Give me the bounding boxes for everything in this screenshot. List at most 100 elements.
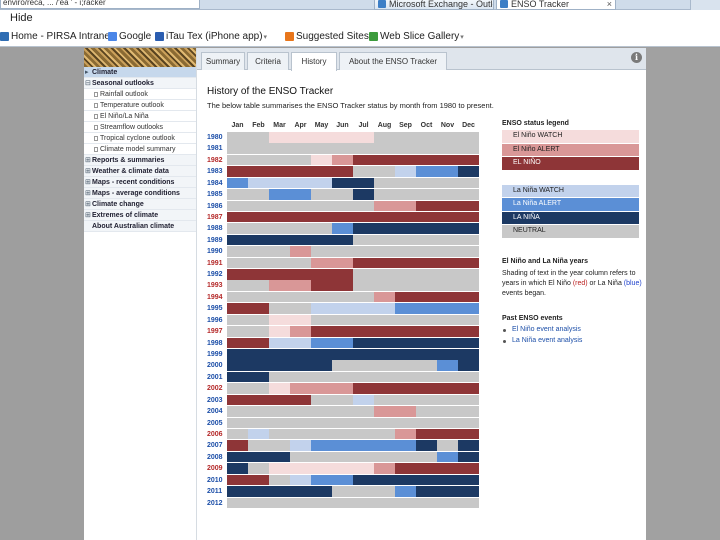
sidebar-item[interactable]: ⊟ Seasonal outlooks: [84, 78, 196, 89]
favorite-link[interactable]: Google: [108, 28, 151, 45]
year-label: 2000: [207, 362, 223, 370]
expand-icon[interactable]: ⊞: [85, 201, 91, 208]
sidebar-item[interactable]: ⊞ Maps - average conditions: [84, 188, 196, 199]
sidebar-item[interactable]: Streamflow outlooks: [84, 122, 196, 133]
favorite-link[interactable]: Home - PIRSA Intranet: [0, 28, 113, 45]
status-cell: [416, 371, 437, 383]
note-text: or La Niña: [587, 280, 624, 287]
sidebar-item[interactable]: ⊞ Climate change: [84, 199, 196, 210]
legend-item: NEUTRAL: [502, 225, 647, 239]
sidebar-item[interactable]: Tropical cyclone outlook: [84, 133, 196, 144]
sidebar-item[interactable]: El Niño/La Niña: [84, 111, 196, 122]
status-cell: [227, 486, 248, 497]
status-cell: [416, 166, 437, 177]
month-header: Feb: [252, 122, 265, 129]
close-tab-icon[interactable]: ×: [606, 0, 612, 9]
status-cell: [374, 463, 395, 474]
sidebar-item-label: Climate model summary: [100, 146, 176, 153]
status-cell: [416, 257, 437, 269]
status-cell: [395, 189, 416, 200]
tab-about[interactable]: About the ENSO Tracker: [339, 52, 447, 70]
status-cell: [290, 314, 311, 326]
status-cell: [311, 451, 332, 463]
dropdown-arrow-icon[interactable]: ▾: [263, 34, 268, 41]
el-nino-analysis-link[interactable]: El Niño event analysis: [512, 326, 581, 333]
status-cell: [311, 360, 332, 371]
status-cell: [269, 132, 290, 143]
sidebar-item[interactable]: ⊞ Weather & climate data: [84, 166, 196, 177]
tab-summary[interactable]: Summary: [201, 52, 245, 70]
hide-button[interactable]: Hide: [10, 12, 33, 24]
legend-swatch: [502, 130, 639, 143]
status-cell: [437, 234, 458, 246]
status-cell: [437, 291, 458, 303]
status-cell: [395, 280, 416, 291]
expand-icon[interactable]: ⊞: [85, 157, 91, 164]
sidebar-item[interactable]: ⊞ Extremes of climate: [84, 210, 196, 221]
expand-icon[interactable]: ⊞: [85, 212, 91, 219]
expand-icon[interactable]: ⊞: [85, 190, 91, 197]
address-bar[interactable]: enviro/reca, ... /'ea ' - i;racker: [0, 0, 200, 9]
google-icon: [108, 32, 117, 41]
la-nina-analysis-link[interactable]: La Niña event analysis: [512, 337, 583, 344]
status-cell: [458, 440, 479, 451]
window-controls[interactable]: [690, 0, 720, 10]
status-cell: [374, 303, 395, 314]
year-label: 2006: [207, 430, 223, 438]
sidebar-item[interactable]: Rainfall outlook: [84, 89, 196, 100]
page-icon: [94, 136, 98, 141]
status-cell: [269, 406, 290, 417]
status-cell: [332, 132, 353, 143]
suggested-sites-icon: [285, 32, 294, 41]
status-cell: [437, 417, 458, 429]
sidebar-item[interactable]: ▸ Climate: [84, 67, 196, 78]
sidebar-item[interactable]: Climate model summary: [84, 144, 196, 155]
sidebar-item[interactable]: Temperature outlook: [84, 100, 196, 111]
dropdown-arrow-icon[interactable]: ▾: [460, 34, 464, 41]
status-cell: [395, 211, 416, 223]
status-cell: [311, 154, 332, 166]
status-cell: [374, 417, 395, 429]
status-cell: [353, 269, 374, 280]
expand-icon[interactable]: ⊞: [85, 168, 91, 175]
status-cell: [374, 269, 395, 280]
status-cell: [332, 360, 353, 371]
expand-icon[interactable]: ⊞: [85, 179, 91, 186]
expand-icon[interactable]: ⊟: [85, 80, 91, 87]
page-icon: [94, 114, 98, 119]
sidebar-item[interactable]: ⊞ Reports & summaries: [84, 155, 196, 166]
status-cell: [227, 406, 248, 417]
status-cell: [458, 291, 479, 303]
browser-tab-enso[interactable]: ENSO Tracker ×: [496, 0, 616, 10]
status-cell: [458, 200, 479, 212]
status-cell: [395, 166, 416, 177]
status-cell: [458, 337, 479, 349]
tab-history[interactable]: History: [291, 52, 337, 71]
status-cell: [332, 189, 353, 200]
status-cell: [374, 246, 395, 257]
status-cell: [269, 291, 290, 303]
status-cell: [290, 486, 311, 497]
status-cell: [353, 360, 374, 371]
status-cell: [311, 200, 332, 212]
status-cell: [290, 463, 311, 474]
expand-icon[interactable]: ▸: [85, 69, 89, 76]
sidebar-item[interactable]: About Australian climate: [84, 221, 196, 232]
sidebar-item-label: Climate: [92, 69, 118, 76]
sidebar-item[interactable]: ⊞ Maps - recent conditions: [84, 177, 196, 188]
status-cell: [227, 257, 248, 269]
legend-rows: El Niño WATCH El Niño ALERT EL NIÑO La Niña…: [502, 130, 647, 239]
status-cell: [353, 280, 374, 291]
status-cell: [248, 177, 269, 189]
status-cell: [332, 463, 353, 474]
favorite-link[interactable]: Suggested Sites▾: [285, 28, 373, 45]
status-cell: [332, 474, 353, 486]
favorite-link[interactable]: Web Slice Gallery▾: [369, 28, 464, 45]
favorite-link[interactable]: iTau Tex (iPhone app)▾: [155, 28, 267, 45]
tab-criteria[interactable]: Criteria: [247, 52, 289, 70]
status-cell: [290, 326, 311, 337]
info-icon[interactable]: i: [631, 52, 642, 63]
status-cell: [458, 497, 479, 508]
browser-tab-outlook[interactable]: Microsoft Exchange - Outlook ...: [374, 0, 494, 10]
status-cell: [269, 257, 290, 269]
